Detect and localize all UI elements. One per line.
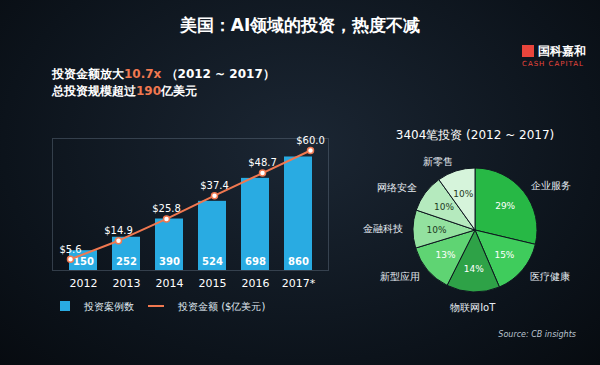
svg-text:2016: 2016 bbox=[242, 277, 270, 290]
svg-text:$14.9: $14.9 bbox=[104, 225, 133, 236]
svg-text:390: 390 bbox=[159, 256, 180, 267]
svg-text:新型应用: 新型应用 bbox=[380, 271, 420, 282]
svg-text:13%: 13% bbox=[436, 250, 456, 260]
svg-text:$37.4: $37.4 bbox=[200, 180, 229, 191]
html-text:总投资规模超过190亿美元: 总投资规模超过190亿美元 bbox=[52, 84, 198, 98]
svg-text:企业服务: 企业服务 bbox=[531, 180, 571, 191]
svg-text:$5.6: $5.6 bbox=[59, 244, 81, 255]
svg-text:$60.0: $60.0 bbox=[296, 135, 325, 146]
svg-text:2017*: 2017* bbox=[282, 277, 316, 290]
svg-text:物联网IoT: 物联网IoT bbox=[450, 302, 496, 313]
svg-text:2015: 2015 bbox=[199, 277, 227, 290]
svg-text:10%: 10% bbox=[453, 189, 473, 199]
svg-text:金融科技: 金融科技 bbox=[363, 223, 403, 234]
html-text:CASH CAPITAL: CASH CAPITAL bbox=[522, 60, 584, 68]
svg-text:29%: 29% bbox=[495, 201, 515, 211]
svg-text:医疗健康: 医疗健康 bbox=[530, 271, 570, 282]
svg-text:150: 150 bbox=[73, 255, 94, 267]
html-text:投资金额 ($亿美元): 投资金额 ($亿美元) bbox=[178, 301, 266, 312]
svg-text:$25.8: $25.8 bbox=[152, 203, 181, 214]
svg-text:698: 698 bbox=[245, 256, 266, 267]
svg-text:10%: 10% bbox=[434, 202, 454, 212]
svg-text:860: 860 bbox=[288, 256, 309, 267]
html-text:美国：AI领域的投资，热度不减: 美国：AI领域的投资，热度不减 bbox=[179, 15, 421, 35]
html-text:Source: CB insights: Source: CB insights bbox=[498, 330, 576, 339]
html-text:投资案例数: 投资案例数 bbox=[84, 301, 134, 312]
svg-text:网络安全: 网络安全 bbox=[377, 182, 417, 193]
svg-text:10%: 10% bbox=[427, 225, 447, 235]
html-text:国科嘉和: 国科嘉和 bbox=[538, 44, 586, 58]
svg-text:2014: 2014 bbox=[156, 277, 184, 290]
svg-text:$48.7: $48.7 bbox=[248, 157, 277, 168]
html-text:投资金额放大10.7x（2012 ~ 2017）: 投资金额放大10.7x（2012 ~ 2017） bbox=[52, 67, 275, 81]
svg-text:3404笔投资 (2012 ~ 2017): 3404笔投资 (2012 ~ 2017) bbox=[396, 128, 554, 142]
svg-text:14%: 14% bbox=[464, 264, 484, 274]
svg-text:2013: 2013 bbox=[113, 277, 141, 290]
svg-text:524: 524 bbox=[202, 256, 223, 267]
svg-text:新零售: 新零售 bbox=[423, 156, 453, 167]
svg-text:2012: 2012 bbox=[70, 277, 98, 290]
svg-text:15%: 15% bbox=[494, 250, 514, 260]
svg-text:252: 252 bbox=[116, 256, 137, 267]
